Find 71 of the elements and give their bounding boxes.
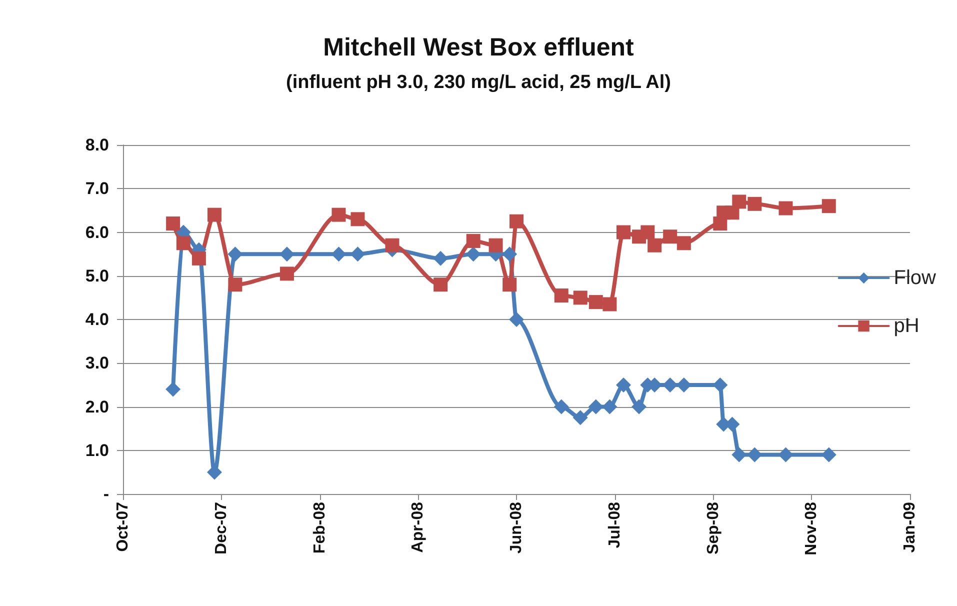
point bbox=[207, 208, 222, 222]
y-tick-label: 4.0 bbox=[85, 310, 109, 329]
point bbox=[192, 251, 206, 266]
point bbox=[778, 201, 793, 216]
point bbox=[350, 246, 366, 262]
point bbox=[166, 216, 180, 231]
point bbox=[732, 194, 746, 209]
point bbox=[747, 447, 762, 462]
point bbox=[554, 288, 568, 303]
y-tick-label: 7.0 bbox=[85, 179, 109, 198]
point bbox=[588, 295, 603, 310]
y-tick-label: 5.0 bbox=[85, 266, 109, 286]
y-tick-label: 2.0 bbox=[85, 397, 109, 416]
point bbox=[350, 212, 365, 226]
x-tick-label: Jul-08 bbox=[606, 502, 624, 548]
point bbox=[331, 246, 346, 262]
y-tick-label: 8.0 bbox=[85, 136, 109, 154]
point bbox=[510, 214, 524, 228]
point bbox=[176, 236, 190, 250]
x-tick-label: Feb-08 bbox=[311, 502, 328, 554]
point bbox=[554, 399, 569, 414]
point bbox=[602, 297, 617, 312]
point bbox=[602, 399, 618, 414]
point bbox=[573, 290, 588, 305]
point bbox=[712, 377, 728, 392]
point bbox=[433, 250, 448, 266]
point bbox=[385, 238, 400, 252]
y-tick-label: 6.0 bbox=[85, 222, 109, 242]
point bbox=[502, 278, 517, 292]
point bbox=[748, 196, 762, 211]
point bbox=[663, 230, 678, 244]
point bbox=[228, 278, 242, 292]
point bbox=[632, 399, 647, 414]
point bbox=[648, 238, 662, 252]
y-tick-label: 1.0 bbox=[85, 440, 109, 460]
point bbox=[166, 382, 181, 397]
point bbox=[640, 225, 655, 240]
point bbox=[279, 246, 294, 262]
point bbox=[434, 278, 448, 292]
x-tick-label: Oct-07 bbox=[114, 502, 132, 552]
point bbox=[466, 234, 480, 248]
point bbox=[616, 225, 631, 240]
point bbox=[676, 377, 692, 392]
point bbox=[676, 236, 691, 250]
point bbox=[732, 447, 747, 462]
x-tick-label: Jan-09 bbox=[902, 502, 918, 553]
legend-label: pH bbox=[894, 315, 920, 337]
point bbox=[228, 246, 243, 262]
point bbox=[778, 447, 794, 462]
x-tick-label: Jun-08 bbox=[508, 502, 525, 554]
point bbox=[466, 246, 481, 262]
x-tick-label: Apr-08 bbox=[410, 502, 427, 553]
point bbox=[280, 266, 294, 281]
point bbox=[822, 199, 836, 214]
x-tick-label: Sep-08 bbox=[704, 502, 722, 554]
point bbox=[616, 377, 632, 392]
legend-label: Flow bbox=[894, 267, 937, 289]
chart-subtitle: (influent pH 3.0, 230 mg/L acid, 25 mg/L Al) bbox=[286, 72, 672, 93]
y-tick-label: - bbox=[103, 484, 109, 504]
point bbox=[509, 312, 524, 327]
point bbox=[662, 377, 678, 392]
point bbox=[488, 238, 503, 252]
x-tick-label: Nov-08 bbox=[803, 502, 820, 556]
point bbox=[572, 410, 588, 426]
point bbox=[821, 447, 836, 462]
point bbox=[502, 246, 518, 262]
point bbox=[332, 208, 346, 222]
x-tick-label: Dec-07 bbox=[212, 502, 230, 554]
point bbox=[588, 399, 604, 414]
chart-title: Mitchell West Box effluent bbox=[323, 34, 635, 62]
y-tick-label: 3.0 bbox=[85, 354, 109, 373]
